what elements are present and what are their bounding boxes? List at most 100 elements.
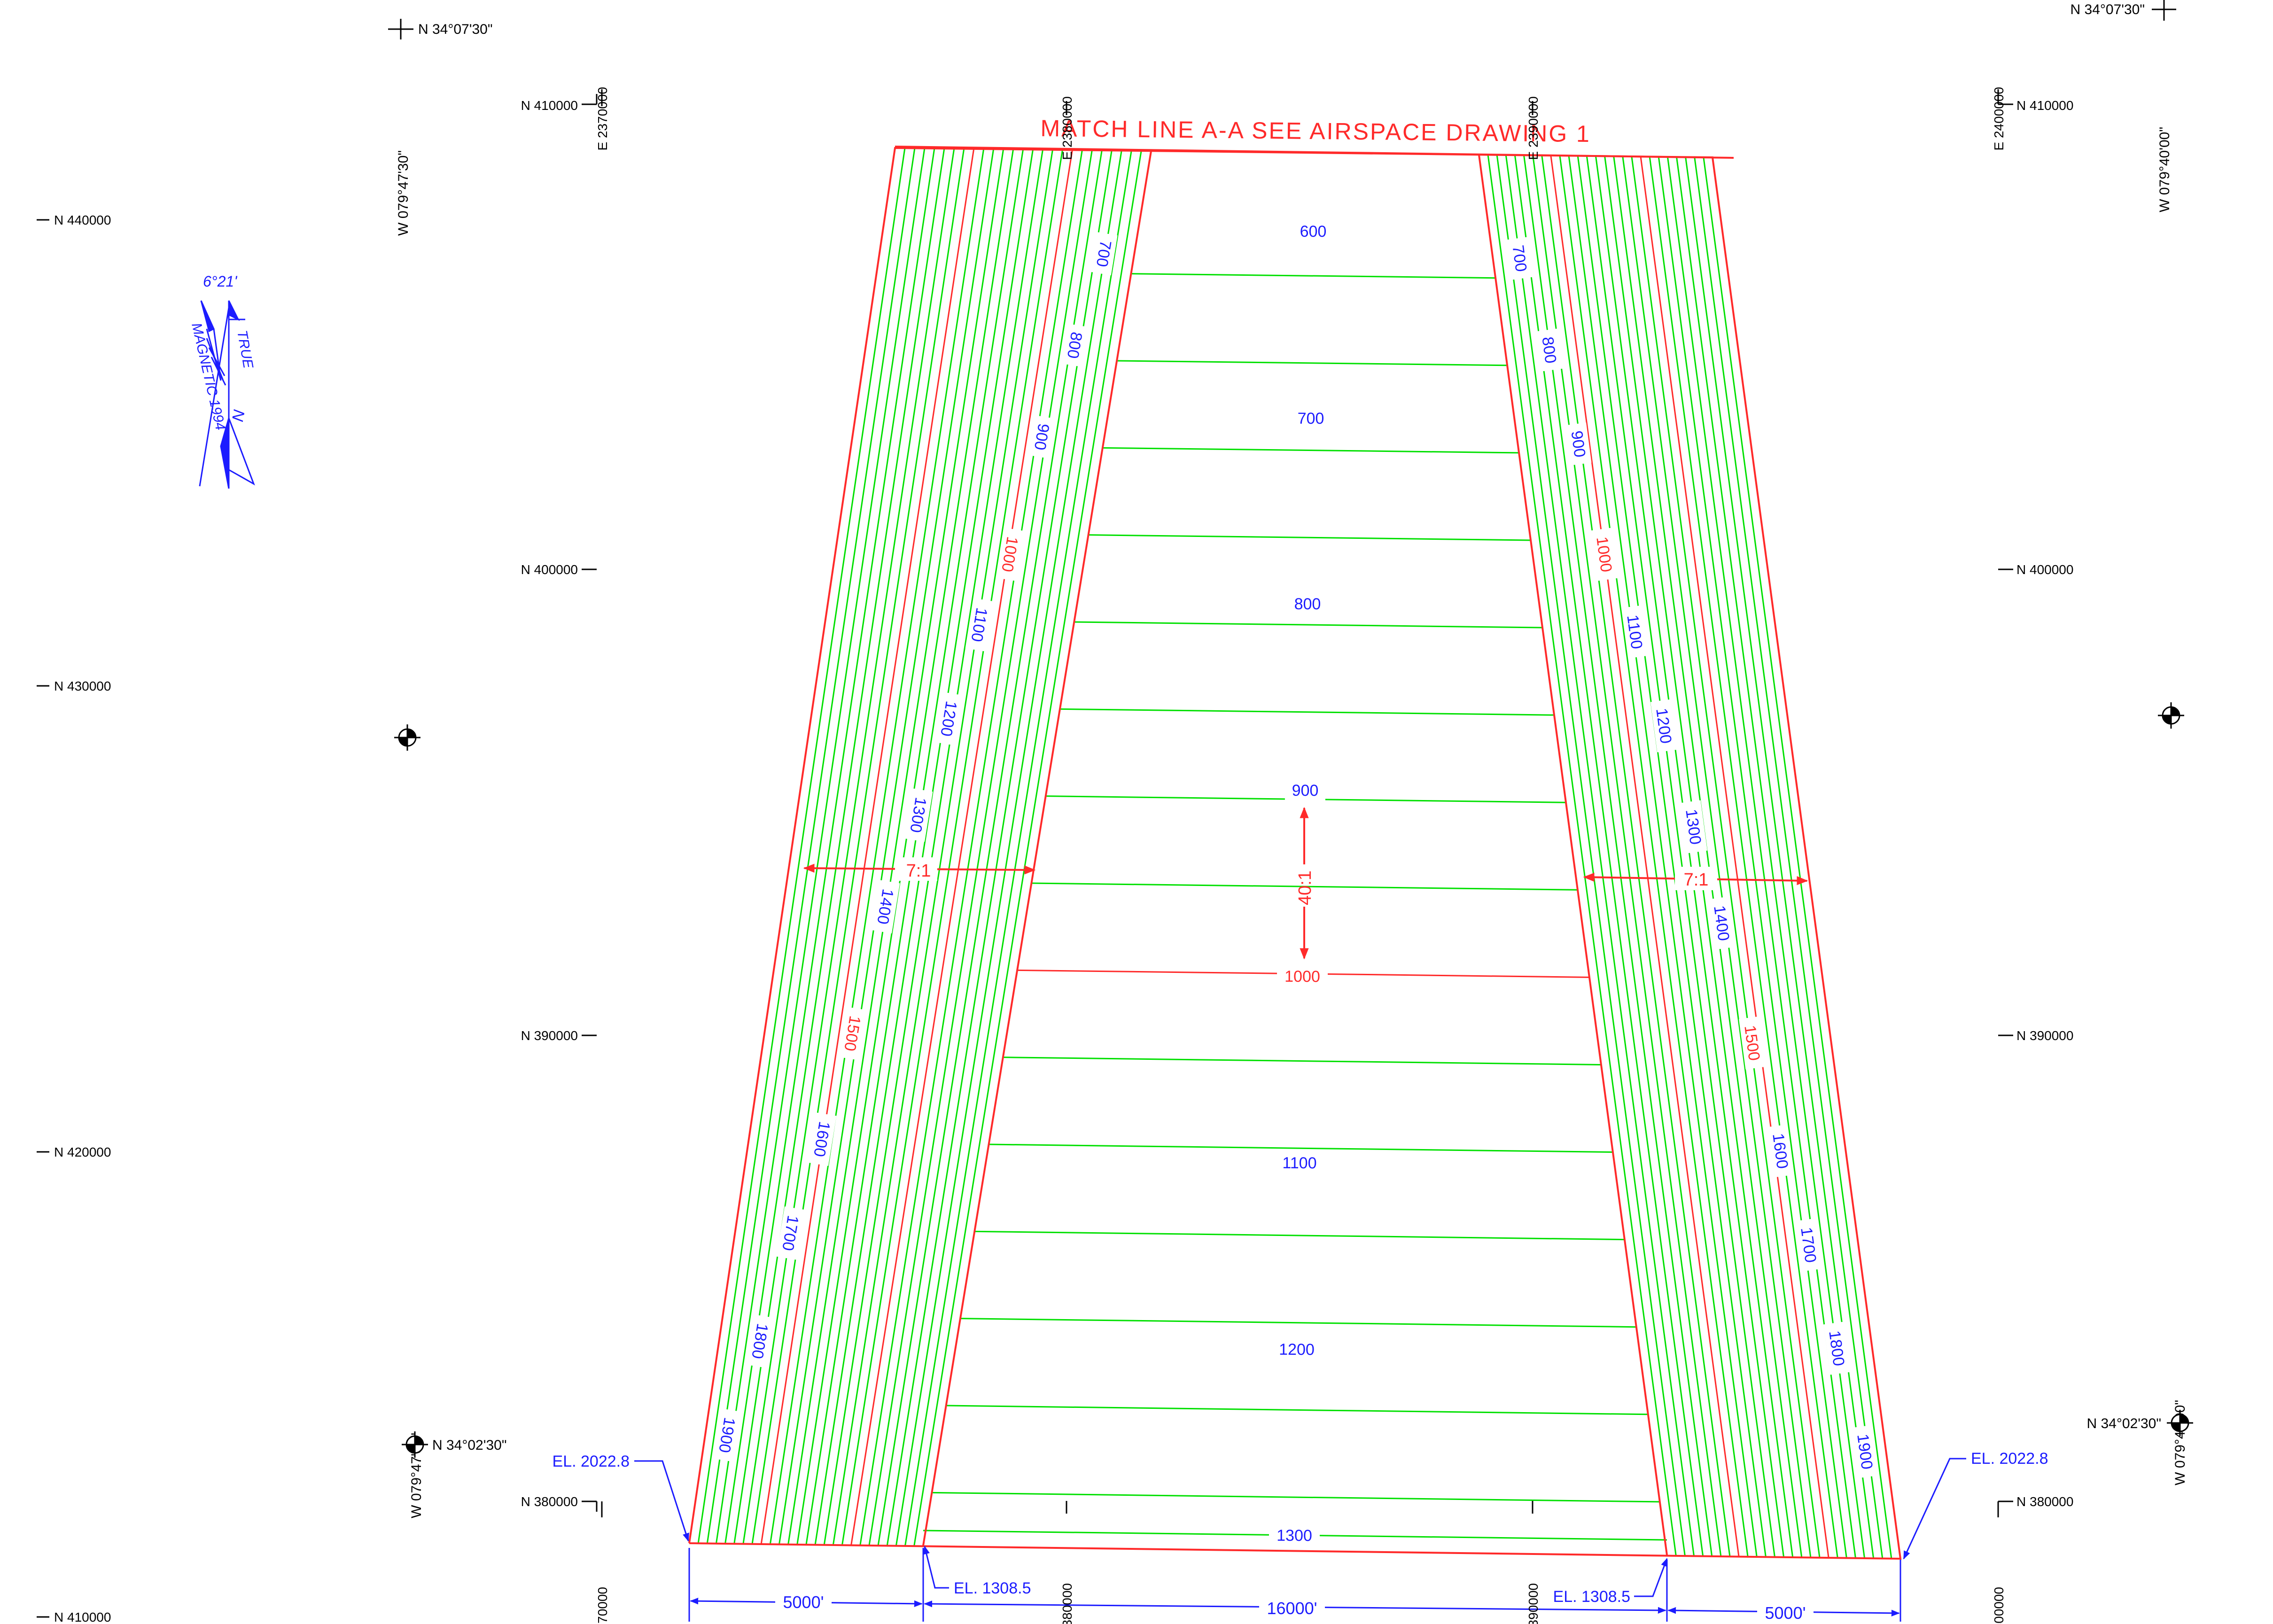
right-contour-label-knockout (1507, 237, 1533, 280)
north-arrow-true: TRUE (234, 329, 256, 370)
approach-contour-label-knockout (1271, 1338, 1323, 1360)
geo-top-left-lon: W 079°47'30" (396, 150, 411, 236)
approach-contour-label-knockout (1284, 779, 1326, 801)
approach-contour-line (989, 1143, 1613, 1153)
right-contour-label: 700 (1509, 244, 1530, 272)
approach-contour-label: 600 (1300, 223, 1327, 241)
right-contour-label-group: 1600 (1767, 1124, 1794, 1178)
approach-contour-label-group: 1300 (1269, 1524, 1320, 1546)
right-contour-label-group: 800 (1536, 328, 1563, 372)
approach-contour-label: 700 (1298, 410, 1324, 427)
slope-left: 7:1 (803, 857, 1036, 881)
right-contour-label-knockout (1591, 528, 1618, 581)
left-contour-label-knockout (871, 880, 900, 933)
slope-approach: 40:1 (1295, 807, 1315, 960)
northing-left-380000: N 380000 (521, 1494, 578, 1509)
right-contour-label-knockout (1739, 1016, 1766, 1070)
left-transitional-contour-line (850, 150, 1073, 1545)
left-contour-label-knockout (904, 788, 933, 842)
left-contour-label: 800 (1064, 331, 1086, 360)
right-contour-label-group: 1500 (1739, 1016, 1766, 1070)
right-contour-label-group: 1200 (1650, 699, 1678, 753)
right-transitional-contour-line (1658, 156, 1847, 1558)
approach-contour-label-group: 1100 (1274, 1152, 1325, 1173)
elevation-left-outer-label: EL. 2022.8 (553, 1453, 630, 1470)
left-contour-label-knockout (838, 1007, 867, 1060)
elevation-left-inner-label: EL. 1308.5 (954, 1579, 1031, 1597)
northing-right-410000: N 410000 (2016, 98, 2073, 113)
left-transitional-contour-line (733, 148, 945, 1544)
match-line-title: MATCH LINE A-A SEE AIRSPACE DRAWING 1 (1040, 115, 1591, 147)
right-transitional-contour-line (1586, 156, 1775, 1557)
right-transitional-contour-line (1541, 155, 1731, 1556)
right-contour-label-group: 1900 (1852, 1425, 1879, 1478)
left-transitional-contour-line (778, 149, 995, 1545)
monument-icon (402, 1431, 428, 1458)
approach-contour-label-group: 1000 (1277, 965, 1328, 987)
approach-contour-line (932, 1492, 1660, 1503)
left-contour-label-group: 700 (1090, 232, 1118, 275)
right-transitional-contour-line (1631, 156, 1821, 1558)
right-transitional-contour-line (1613, 156, 1803, 1557)
easting-bottom-2390000: E 2390000 (1526, 1583, 1541, 1624)
left-contour-label-group: 1700 (776, 1206, 805, 1260)
approach-contour-label-group: 600 (1292, 220, 1334, 242)
approach-contour-label-knockout (1269, 1524, 1320, 1546)
left-transitional-contour-line (760, 148, 975, 1544)
left-transitional-contour-line (832, 150, 1053, 1545)
grid-eastings-top (601, 89, 1999, 115)
left-contour-label-group: 1900 (713, 1408, 742, 1462)
slope-right: 7:1 (1583, 867, 1808, 890)
approach-contour-line (1074, 621, 1543, 629)
right-contour-label-knockout (1621, 605, 1649, 659)
right-contour-label-knockout (1708, 896, 1736, 950)
geo-bottom-left-lat: N 34°02'30" (432, 1438, 506, 1453)
left-transitional-contour-line (724, 148, 935, 1544)
elevation-right-inner-label: EL. 1308.5 (1553, 1588, 1630, 1606)
right-transitional-contour-line (1550, 155, 1740, 1556)
left-contour-label-knockout (1061, 324, 1089, 367)
left-transitional-contour-line (868, 150, 1093, 1546)
right-transitional-contour-line (1604, 156, 1794, 1557)
northing-left-410000: N 410000 (521, 98, 578, 113)
left-contour-label-knockout (713, 1408, 742, 1462)
right-contour-label-knockout (1852, 1425, 1879, 1478)
right-contour-label-knockout (1823, 1321, 1851, 1375)
right-transitional-contour-line (1487, 155, 1677, 1555)
northing-outer-440000: N 440000 (54, 213, 111, 227)
left-contour-label-group: 1600 (808, 1112, 837, 1166)
elevation-left-outer: EL. 2022.8 (553, 1453, 689, 1542)
approach-contour-label-group: 800 (1287, 593, 1328, 614)
elevation-right-outer-label: EL. 2022.8 (1971, 1450, 2048, 1468)
approach-contour-label-knockout (1287, 593, 1328, 614)
right-contour-label-knockout (1767, 1124, 1794, 1178)
right-contour-label-group: 1700 (1795, 1218, 1822, 1272)
left-contour-label-group: 1400 (871, 880, 900, 933)
right-transitional-contour-line (1559, 155, 1749, 1556)
right-contour-label-knockout (1680, 800, 1707, 854)
left-contour-label: 700 (1093, 239, 1115, 268)
approach-contour-label-group: 1200 (1271, 1338, 1323, 1360)
left-transitional-contour-line (814, 149, 1034, 1545)
right-contour-label-knockout (1650, 699, 1678, 753)
north-arrow-declination: 6°21' (203, 273, 238, 290)
approach-contour-line (1117, 360, 1508, 366)
northing-left-390000: N 390000 (521, 1028, 578, 1043)
approach-contour-line (1059, 708, 1555, 716)
left-contour-label-knockout (965, 598, 994, 652)
approach-contour-label: 1300 (1277, 1527, 1312, 1545)
left-transitional-contour-line (913, 151, 1142, 1546)
approach-contour-label-knockout (1277, 965, 1328, 987)
left-transitional-contour-line (895, 150, 1122, 1546)
right-contour-label-knockout (1565, 422, 1592, 466)
easting-top-2400000: E 2400000 (1992, 87, 2006, 150)
easting-bottom-2370000: E 2370000 (595, 1587, 610, 1624)
approach-contour-label-group: 900 (1284, 779, 1326, 801)
right-contour-label-group: 1400 (1708, 896, 1736, 950)
approach-contour-line (946, 1405, 1648, 1415)
right-transitional-contour-line (1649, 156, 1838, 1558)
contour-lines (697, 148, 1892, 1559)
left-transitional-contour-line (904, 151, 1132, 1546)
slope-approach-label: 40:1 (1295, 870, 1315, 905)
left-transitional-contour-line (859, 150, 1083, 1545)
